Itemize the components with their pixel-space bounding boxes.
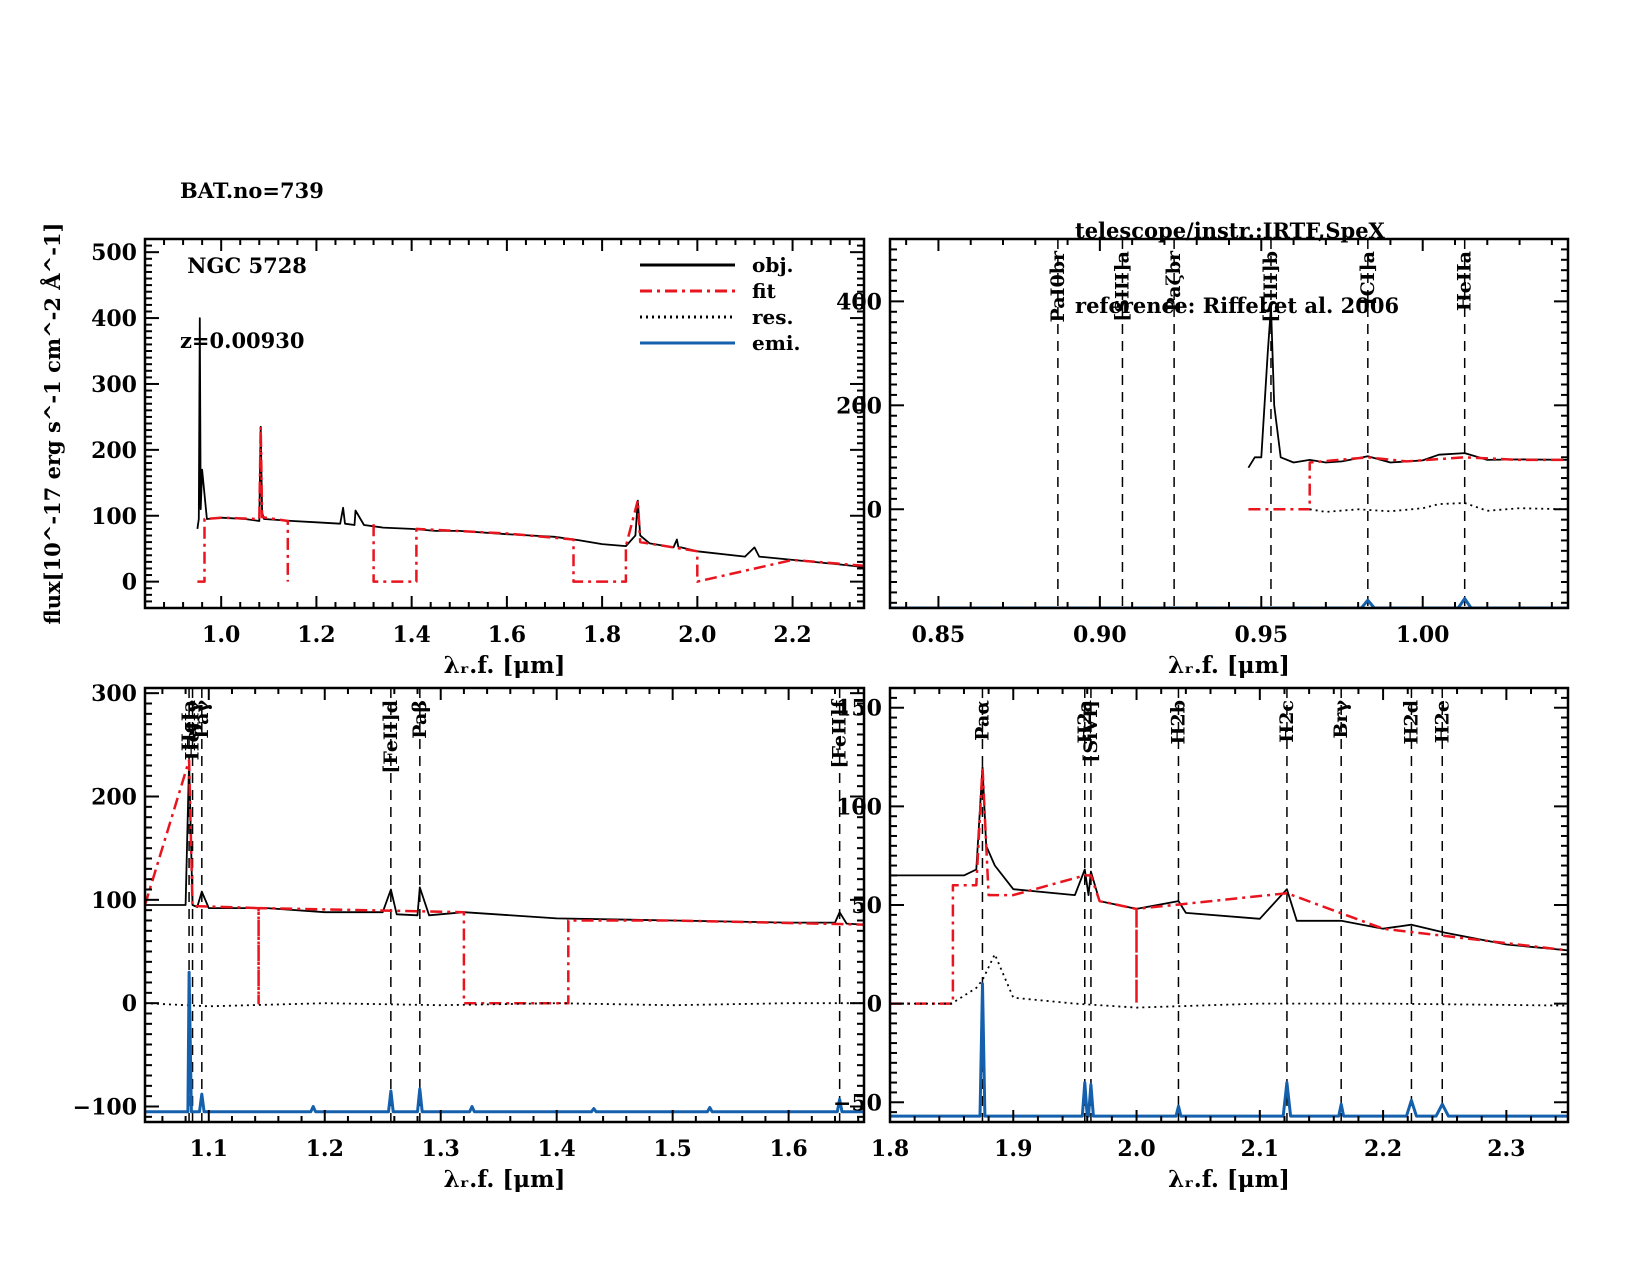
y-tick-label: 0: [867, 992, 882, 1018]
line-label: HeIa: [178, 700, 200, 751]
line-label: Paζbr: [1163, 250, 1185, 312]
legend-label: res.: [752, 305, 793, 329]
line-label: [CI]a: [1357, 251, 1379, 305]
legend-label: fit: [752, 279, 777, 303]
line-markers: PaI0br [SIII]a Paζbr [SIII]b [CI]a HeIIa: [1047, 239, 1476, 608]
line-label: H2e: [1431, 700, 1453, 743]
series-emi: [145, 970, 864, 1114]
x-axis-label: λᵣ.f. [μm]: [444, 652, 566, 679]
y-tick-label: −50: [833, 1090, 882, 1116]
x-tick-label: 2.3: [1487, 1136, 1525, 1162]
x-tick-label: 0.85: [912, 622, 966, 648]
y-tick-label: −100: [73, 1095, 137, 1121]
series-fit: [1248, 456, 1568, 511]
y-tick-label: 400: [91, 306, 137, 332]
x-axis-label: λᵣ.f. [μm]: [444, 1166, 566, 1193]
series-fit: [145, 759, 864, 1005]
line-label: H2c: [1276, 700, 1298, 743]
y-tick-label: 500: [91, 240, 137, 266]
y-tick-label: 50: [851, 893, 882, 919]
x-tick-label: 1.2: [306, 1136, 344, 1162]
legend-label: obj.: [752, 253, 794, 277]
series-fit: [890, 765, 1568, 1005]
x-tick-label: 1.4: [393, 622, 431, 648]
y-tick-label: 0: [122, 570, 137, 596]
series-emi: [890, 982, 1568, 1118]
y-tick-label: 200: [91, 438, 137, 464]
x-tick-label: 2.0: [678, 622, 716, 648]
y-tick-label: 300: [91, 681, 137, 707]
x-tick-label: 1.6: [488, 622, 526, 648]
line-label: HeIIγ: [182, 700, 204, 761]
x-tick-label: 1.3: [422, 1136, 460, 1162]
x-tick-label: 1.0: [202, 622, 240, 648]
x-tick-label: 1.5: [654, 1136, 692, 1162]
line-markers: Paα H2a[SiVI] H2b H2c Brγ H2d H2e: [971, 688, 1453, 1122]
series-res: [145, 1002, 864, 1008]
y-tick-label: 300: [91, 372, 137, 398]
y-tick-label: 200: [91, 785, 137, 811]
y-tick-label: 0: [867, 497, 882, 523]
legend-label: emi.: [752, 331, 800, 355]
y-tick-label: 0: [122, 991, 137, 1017]
y-tick-label: 400: [836, 289, 882, 315]
y-axis-label: flux[10^-17 erg s^-1 cm^-2 Å^-1]: [40, 223, 65, 625]
panel-full-spectrum: 1.0 1.2 1.4 1.6 1.8 2.0 2.2 0 100 200 300 400 500 λᵣ.…: [40, 223, 866, 679]
y-tick-label: 100: [836, 794, 882, 820]
x-tick-label: 2.2: [773, 622, 811, 648]
y-tick-label: 200: [836, 393, 882, 419]
y-tick-label: 100: [91, 504, 137, 530]
x-tick-label: 1.9: [994, 1136, 1032, 1162]
x-tick-label: 1.8: [871, 1136, 909, 1162]
y-tick-label: 150: [836, 696, 882, 722]
line-label: H2b: [1167, 700, 1189, 744]
bat-number: BAT.no=739: [180, 178, 324, 203]
object-name: NGC 5728: [180, 253, 307, 278]
x-tick-label: 1.2: [297, 622, 335, 648]
x-tick-label: 1.8: [583, 622, 621, 648]
reference: reference: Riffel et al. 2006: [1075, 293, 1400, 318]
series-fit: [197, 425, 290, 583]
line-label: Paα: [971, 700, 993, 741]
x-tick-label: 2.2: [1364, 1136, 1402, 1162]
plot-frame: [143, 686, 866, 1124]
line-label: PaI0br: [1047, 250, 1069, 322]
series-obj: [890, 766, 1568, 952]
x-tick-label: 1.00: [1396, 622, 1450, 648]
line-label: [SIII]b: [1260, 251, 1282, 323]
x-tick-label: 2.1: [1241, 1136, 1279, 1162]
line-label: HeIIa: [1454, 251, 1476, 311]
x-tick-label: 1.1: [190, 1136, 228, 1162]
line-label: [FeII]d: [380, 700, 402, 774]
line-label: [FeII]f: [829, 698, 851, 768]
x-axis-label: λᵣ.f. [μm]: [1168, 1166, 1290, 1193]
line-label: Brγ: [1330, 700, 1352, 739]
x-tick-label: 2.0: [1117, 1136, 1155, 1162]
series-obj: [196, 317, 864, 568]
panel-zoom-0.84-1.04: PaI0br [SIII]a Paζbr [SIII]b [CI]a HeIIa 0.85 0…: [836, 237, 1570, 679]
x-axis-label: λᵣ.f. [μm]: [1168, 652, 1290, 679]
series-res: [890, 953, 1568, 1009]
series-obj: [1247, 305, 1568, 469]
series-emi: [890, 597, 1568, 608]
line-label: H2d: [1400, 700, 1422, 744]
line-label: [SIII]a: [1111, 251, 1133, 322]
plot-frame: [888, 686, 1570, 1124]
line-label: [SiVI]: [1080, 700, 1102, 763]
series-obj: [145, 759, 864, 926]
line-label: Paβ: [409, 700, 431, 739]
line-label: Paγ: [191, 700, 213, 739]
series-res: [1309, 502, 1568, 513]
x-tick-label: 1.6: [769, 1136, 807, 1162]
x-tick-label: 0.95: [1234, 622, 1288, 648]
series-fit: [372, 499, 864, 583]
y-tick-label: 100: [91, 888, 137, 914]
x-tick-label: 0.90: [1073, 622, 1127, 648]
x-tick-label: 1.4: [538, 1136, 576, 1162]
